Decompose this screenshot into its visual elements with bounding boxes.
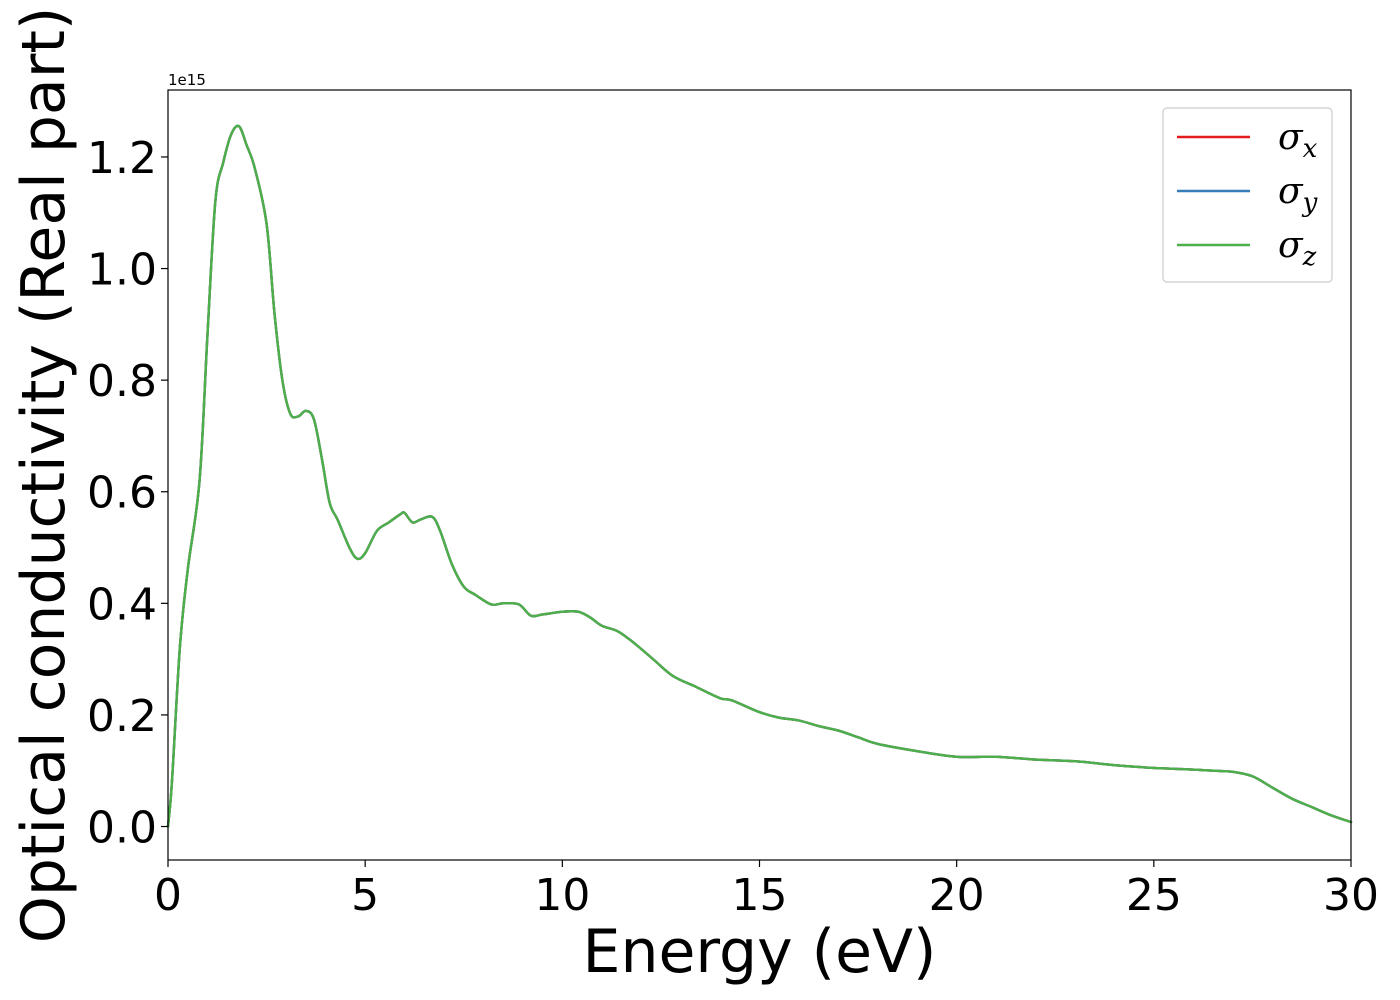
y-tick-label: 1.0 <box>87 245 157 296</box>
legend-label-subscript: x <box>1303 134 1318 164</box>
y-tick-label: 1.2 <box>87 133 157 184</box>
x-tick-label: 20 <box>929 870 985 921</box>
y-tick-label: 0.0 <box>87 803 157 854</box>
x-tick-label: 30 <box>1323 870 1379 921</box>
legend-box <box>1162 107 1333 283</box>
series-line-z <box>166 124 1353 828</box>
y-tick-label: 0.6 <box>87 468 157 519</box>
legend-label-subscript: y <box>1302 188 1318 218</box>
x-tick-label: 5 <box>351 870 379 921</box>
y-tick-label: 0.4 <box>87 579 157 630</box>
x-tick-label: 10 <box>534 870 590 921</box>
y-offset-label: 1e15 <box>168 71 206 89</box>
x-tick-label: 0 <box>154 870 182 921</box>
x-tick-label: 25 <box>1126 870 1182 921</box>
y-tick-label: 0.8 <box>87 356 157 407</box>
legend-label-subscript: z <box>1302 242 1317 272</box>
x-axis-title: Energy (eV) <box>583 917 937 987</box>
y-tick-label: 0.2 <box>87 691 157 742</box>
x-tick-label: 15 <box>732 870 788 921</box>
ticks-layer: 0 5 10 15 20 25 30 0.0 0.2 0.4 0.6 0.8 1.0 1.2 <box>87 133 1379 921</box>
y-axis-title: Optical conductivity (Real part) <box>9 7 79 944</box>
series-layer <box>166 124 1353 828</box>
